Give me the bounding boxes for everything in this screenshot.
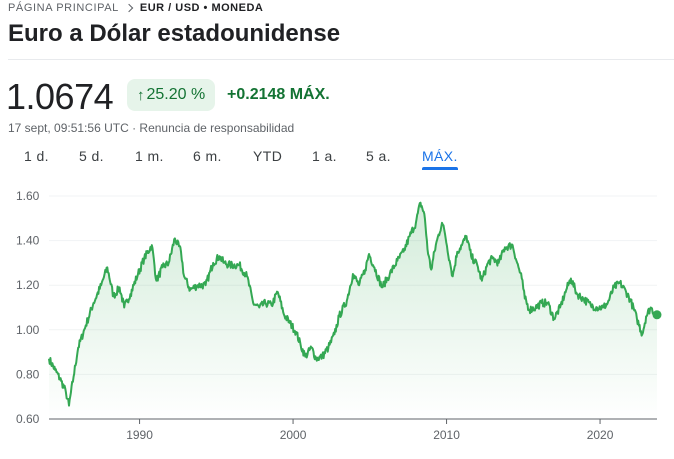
breadcrumb-home-link[interactable]: PÁGINA PRINCIPAL [8,2,119,14]
range-tab-1m[interactable]: 1 m. [135,146,164,170]
breadcrumb: PÁGINA PRINCIPAL EUR / USD • MONEDA [8,1,263,15]
x-axis: 1990 2000 2010 2020 [49,418,657,442]
range-tab-label: 6 m. [193,148,222,164]
range-tab-6m[interactable]: 6 m. [193,146,222,170]
quote-meta: 17 sept, 09:51:56 UTC · Renuncia de resp… [8,121,294,135]
x-tick-label: 1990 [126,428,153,442]
arrow-up-icon: ↑ [137,86,145,104]
meta-separator: · [128,121,140,135]
range-tab-label: 1 d. [24,148,49,164]
y-tick-label: 0.80 [16,367,40,381]
range-tab-ytd[interactable]: YTD [253,146,282,170]
range-tab-max[interactable]: MÁX. [422,146,458,170]
chevron-right-icon [124,3,134,13]
y-tick-label: 1.40 [16,234,40,248]
price-line [48,201,658,407]
change-percent-text: 25.20 % [146,86,206,103]
y-tick-label: 0.60 [16,412,40,426]
quote-timestamp: 17 sept, 09:51:56 UTC [8,121,129,135]
range-tab-label: YTD [253,148,283,164]
x-tick-label: 2010 [433,428,460,442]
page-title: Euro a Dólar estadounidense [8,20,341,47]
price-area [49,202,657,419]
y-tick-label: 1.00 [16,323,40,337]
range-tab-5y[interactable]: 5 a. [366,146,391,170]
range-tab-label: 1 a. [312,148,337,164]
y-axis-ticks: 1.60 1.40 1.20 1.00 0.80 0.60 [16,189,40,426]
price-value: 1.0674 [6,76,114,117]
x-tick-label: 2000 [280,428,307,442]
title-divider [8,59,674,60]
price-chart[interactable]: 1.60 1.40 1.20 1.00 0.80 0.60 1990 2000 2010 202… [0,180,674,459]
range-tab-label: 1 m. [135,148,164,164]
range-tabs: 1 d. 5 d. 1 m. 6 m. YTD 1 a. 5 a. MÁX. [0,146,674,170]
range-tab-label: MÁX. [422,148,458,164]
change-percent-badge: ↑ 25.20 % [127,79,216,111]
range-tab-1y[interactable]: 1 a. [312,146,337,170]
x-tick-label: 2020 [587,428,614,442]
current-price-dot [652,310,662,320]
range-tab-label: 5 a. [366,148,391,164]
disclaimer-link[interactable]: Renuncia de responsabilidad [139,121,295,135]
range-tab-1d[interactable]: 1 d. [24,146,49,170]
y-tick-label: 1.60 [16,189,40,203]
range-tab-label: 5 d. [79,148,104,164]
y-tick-label: 1.20 [16,278,40,292]
breadcrumb-current: EUR / USD • MONEDA [139,2,264,14]
range-tab-5d[interactable]: 5 d. [79,146,104,170]
change-absolute: +0.2148 MÁX. [227,86,330,103]
active-tab-indicator [422,167,458,170]
